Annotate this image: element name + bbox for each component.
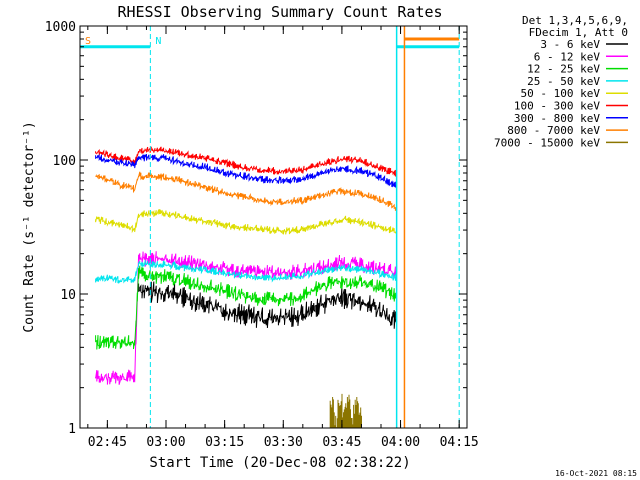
series-line: [95, 153, 398, 189]
series-line: [95, 265, 398, 350]
y-tick-label: 1000: [45, 20, 76, 35]
series-line: [329, 393, 362, 429]
legend-entry-label: 7000 - 15000 keV: [494, 136, 600, 149]
series-6: [95, 146, 398, 177]
x-tick-label: 03:15: [205, 435, 244, 450]
series-9: [329, 393, 362, 429]
legend-entry-label: 800 - 7000 keV: [507, 124, 600, 137]
series-7: [95, 153, 398, 189]
legend-header: FDecim 1, Att 0: [529, 26, 628, 39]
series-line: [95, 146, 398, 177]
y-tick-label: 1: [68, 422, 76, 437]
x-tick-label: 03:00: [146, 435, 185, 450]
legend-header: Det 1,3,4,5,6,9,: [522, 14, 628, 27]
y-axis-label: Count Rate (s⁻¹ detector⁻¹): [22, 121, 37, 332]
series-5: [95, 208, 398, 235]
x-tick-label: 04:15: [440, 435, 479, 450]
x-tick-label: 03:30: [264, 435, 303, 450]
x-axis-label: Start Time (20-Dec-08 02:38:22): [149, 455, 410, 471]
series-layer: [95, 146, 398, 429]
legend-entry-label: 12 - 25 keV: [527, 63, 600, 76]
legend-entry-label: 3 - 6 keV: [540, 38, 600, 51]
series-line: [138, 281, 398, 329]
y-tick-label: 100: [53, 154, 76, 169]
series-8: [95, 171, 398, 211]
x-tick-label: 04:00: [381, 435, 420, 450]
legend-entry-label: 100 - 300 keV: [514, 100, 600, 113]
series-3: [95, 265, 398, 350]
legend-entry-label: 25 - 50 keV: [527, 75, 600, 88]
x-tick-label: 03:45: [322, 435, 361, 450]
legend: Det 1,3,4,5,6,9,FDecim 1, Att 03 - 6 keV…: [494, 14, 628, 149]
plot-frame: [79, 25, 468, 429]
marker-label: N: [155, 36, 161, 47]
series-line: [95, 208, 398, 235]
series-2: [95, 251, 398, 385]
series-line: [95, 260, 398, 285]
series-line: [95, 251, 398, 385]
series-line: [95, 171, 398, 211]
axis-layer: 02:45 03:00 03:15 03:30 03:45 04:00 04:15 1 10 10…: [45, 20, 479, 450]
legend-entry-label: 50 - 100 keV: [521, 87, 601, 100]
legend-entry-label: 6 - 12 keV: [534, 50, 601, 63]
series-1: [138, 281, 398, 329]
series-4: [95, 260, 398, 285]
chart-title: RHESSI Observing Summary Count Rates: [117, 3, 442, 21]
marker-label: S: [85, 36, 91, 47]
y-tick-label: 10: [60, 288, 76, 303]
legend-entry-label: 300 - 800 keV: [514, 112, 600, 125]
timestamp: 16-Oct-2021 08:15: [555, 469, 637, 478]
x-tick-label: 02:45: [88, 435, 127, 450]
